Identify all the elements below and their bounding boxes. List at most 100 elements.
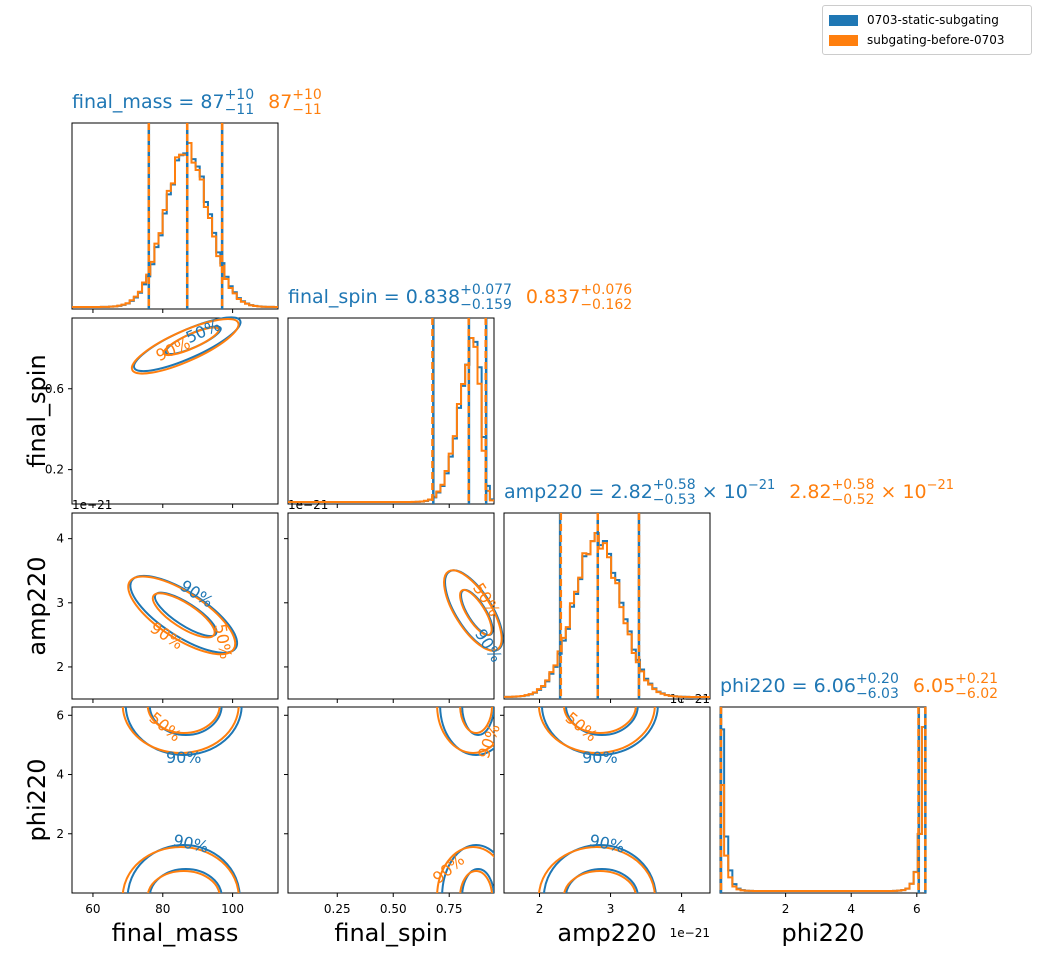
contour-90-blue <box>543 844 657 893</box>
panel-frame-final_mass-amp220 <box>71 512 279 700</box>
panel-title-alt-scale: × 10−21 <box>880 478 954 503</box>
y-axis-label-phi220: phi220 <box>23 759 51 842</box>
contour-label: 90% <box>582 748 618 767</box>
contour-50-blue <box>461 868 494 893</box>
contour-50-orange <box>151 592 216 639</box>
contour-50-orange <box>147 870 221 893</box>
x-tick-label: 2 <box>536 902 544 916</box>
contour-label: 90% <box>474 721 504 761</box>
hist-phi220-orange <box>720 726 926 892</box>
legend-item-subgating-before-0703: subgating-before-0703 <box>829 32 1005 48</box>
panel-frame-final_spin-phi220 <box>287 706 495 894</box>
hist-final_spin-orange <box>288 337 494 503</box>
x-tick-label: 0.25 <box>324 902 351 916</box>
panel-title-alt-lower: −0.162 <box>580 297 632 313</box>
x-tick-label: 4 <box>678 902 686 916</box>
y-tick-label: 4 <box>56 768 64 782</box>
y-tick-label: 0.6 <box>45 382 64 396</box>
contour-50-orange <box>562 707 637 734</box>
y-axis-label-final_spin: final_spin <box>23 354 51 467</box>
panel-title-alt-phi220: 6.05+0.21 <box>913 671 998 697</box>
contour-90-orange <box>436 707 494 754</box>
x-tick-label: 3 <box>607 902 615 916</box>
legend-label: subgating-before-0703 <box>867 33 1005 47</box>
contour-label: 90% <box>166 748 202 767</box>
y-tick-label: 6 <box>56 708 64 722</box>
contour-90-orange <box>121 707 240 754</box>
contour-90-orange <box>443 569 503 652</box>
y-tick-label: 2 <box>56 660 64 674</box>
panel-frame-amp220-amp220 <box>503 512 711 700</box>
offset-text: 1e−21 <box>670 926 710 940</box>
offset-text: 1e−21 <box>288 498 328 512</box>
contour-50-orange <box>459 588 493 637</box>
panel-title-alt-lower: −11 <box>292 102 322 118</box>
contour-50-orange <box>146 707 221 734</box>
contour-90-orange <box>127 575 237 656</box>
x-axis-label-final_spin: final_spin <box>334 919 447 947</box>
contour-90-orange <box>537 707 656 754</box>
panel-frame-final_mass-final_mass <box>71 122 279 310</box>
x-axis-label-amp220: amp220 <box>557 919 656 947</box>
panel-title-phi220: phi220 = 6.06+0.20 <box>720 671 899 697</box>
contour-label: 90% <box>172 831 211 857</box>
contour-group-final_spin-phi220 <box>436 707 494 893</box>
panel-title-alt-final_spin: 0.837+0.076 <box>526 282 632 308</box>
contour-group-final_mass-phi220 <box>121 707 243 893</box>
contour-50-orange <box>563 870 637 893</box>
contour-50-orange <box>459 707 494 734</box>
panel-title-alt-lower: −6.02 <box>955 686 998 702</box>
contour-90-orange <box>121 846 240 893</box>
panel-title-lower: −6.03 <box>856 686 899 702</box>
contour-label: 90% <box>588 831 627 857</box>
offset-text: 1e−21 <box>670 692 710 706</box>
panel-title-final_spin: final_spin = 0.838+0.077 <box>288 282 512 308</box>
x-tick-label: 100 <box>221 902 244 916</box>
panel-title-lower: −0.53 <box>653 492 696 508</box>
contour-90-orange <box>538 846 656 893</box>
x-tick-label: 80 <box>155 902 170 916</box>
contour-90-blue <box>124 707 243 756</box>
contour-50-blue <box>148 707 223 736</box>
legend-label: 0703-static-subgating <box>867 13 999 27</box>
panel-title-lower: −11 <box>225 102 255 118</box>
hist-amp220-orange <box>504 532 710 698</box>
x-tick-label: 6 <box>913 902 921 916</box>
contour-50-blue <box>149 868 223 893</box>
panel-frame-phi220-phi220 <box>719 706 927 894</box>
panel-title-alt-final_mass: 87+10 <box>268 87 322 113</box>
x-tick-label: 0.75 <box>436 902 463 916</box>
contour-90-blue <box>126 844 241 893</box>
panel-frame-final_spin-final_spin <box>287 317 495 505</box>
panel-frame-final_mass-final_spin <box>71 317 279 505</box>
contour-50-orange <box>459 870 493 893</box>
contour-50-blue <box>461 707 494 736</box>
y-tick-label: 0.2 <box>45 463 64 477</box>
hist-final_spin-blue <box>288 337 494 503</box>
panel-frame-final_spin-amp220 <box>287 512 495 700</box>
contour-90-orange <box>130 318 240 375</box>
panel-title-alt-amp220: 2.82+0.58 <box>789 477 874 503</box>
y-tick-label: 4 <box>56 532 64 546</box>
legend: 0703-static-subgating subgating-before-0… <box>822 5 1032 55</box>
panel-title-scale: × 10−21 <box>702 478 776 503</box>
contour-90-blue <box>441 844 494 893</box>
panel-title-final_mass: final_mass = 87+10 <box>72 87 254 113</box>
hist-final_mass-orange <box>72 142 278 308</box>
contour-90-blue <box>439 707 494 756</box>
y-tick-label: 2 <box>56 827 64 841</box>
x-tick-label: 4 <box>847 902 855 916</box>
x-axis-label-phi220: phi220 <box>782 919 865 947</box>
contour-90-blue <box>540 707 659 756</box>
y-axis-label-amp220: amp220 <box>23 556 51 655</box>
contour-90-orange <box>436 846 494 893</box>
offset-text: 1e−21 <box>72 498 112 512</box>
legend-swatch-orange <box>829 34 858 46</box>
x-tick-label: 0.50 <box>380 902 407 916</box>
contour-group-amp220-phi220 <box>537 707 659 893</box>
panel-title-alt-lower: −0.52 <box>832 492 875 508</box>
contour-50-orange <box>162 326 220 357</box>
panel-title-amp220: amp220 = 2.82+0.58 <box>504 477 696 503</box>
contour-50-blue <box>564 707 639 736</box>
